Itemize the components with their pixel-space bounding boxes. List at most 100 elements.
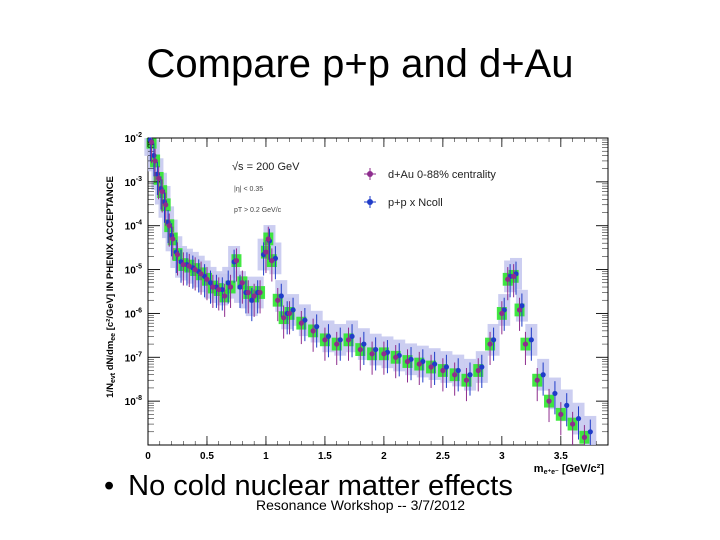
dau-point <box>452 372 458 378</box>
dau-point <box>204 276 210 282</box>
dau-point <box>558 411 564 417</box>
plot-border <box>147 137 609 446</box>
mass-spectrum-chart: 0 0.5 1 1.5 2 2.5 3 3.5 10-8 10-7 10-6 10-5 10-4 10-3… <box>105 132 609 476</box>
axis-ticks: 0 0.5 1 1.5 2 2.5 3 3.5 10-8 10-7 10-6 10-5 10-4 10-3… <box>125 132 609 462</box>
y-axis-label: 1/Nevt dN/dmee [c²/GeV] IN PHENIX ACCEPT… <box>105 176 117 398</box>
x-tick-label: 0 <box>145 451 151 462</box>
y-tick-label: 10-8 <box>125 395 142 408</box>
dau-point <box>170 236 176 242</box>
dau-point <box>192 266 198 273</box>
systematic-bands <box>144 138 597 445</box>
dau-point <box>263 249 269 255</box>
x-axis-label: me⁺e⁻ [GeV/c²] <box>534 463 605 476</box>
x-tick-label: 0.5 <box>200 451 214 462</box>
dau-point <box>463 377 470 383</box>
dau-point <box>322 337 328 343</box>
pp-point <box>151 152 157 159</box>
dau-point <box>233 258 240 264</box>
dau-point <box>152 158 158 164</box>
data-points <box>147 137 593 445</box>
pp-point <box>302 317 308 323</box>
dau-point <box>310 328 316 334</box>
annotation-sqrt-s: √s = 200 GeV <box>232 161 300 173</box>
y-tick-label: 10-6 <box>125 307 142 320</box>
pp-point <box>575 415 582 422</box>
dau-point <box>166 223 172 229</box>
dau-point <box>369 351 375 357</box>
pp-point <box>373 346 379 353</box>
dau-point <box>334 341 340 347</box>
x-tick-label: 2 <box>381 451 387 462</box>
dau-point <box>440 367 446 374</box>
pp-point <box>540 372 546 378</box>
y-tick-label: 10-7 <box>125 351 142 364</box>
y-tick-label: 10-3 <box>125 176 142 189</box>
dau-point <box>227 284 234 290</box>
dau-point <box>163 202 169 208</box>
legend: d+Au 0-88% centrality p+p x Ncoll <box>364 168 496 209</box>
pp-point <box>519 303 525 309</box>
dau-point <box>174 251 181 258</box>
dau-point <box>505 276 511 282</box>
dau-point <box>345 337 352 343</box>
x-tick-label: 3 <box>499 451 505 462</box>
bullet-marker: • <box>104 470 115 502</box>
pp-point <box>349 333 355 339</box>
dau-point <box>357 346 363 353</box>
pp-point <box>528 337 534 343</box>
plot-frame <box>147 137 609 446</box>
dau-point <box>222 293 228 299</box>
dau-point <box>404 358 411 365</box>
pp-point <box>249 297 255 303</box>
pp-point <box>207 280 214 286</box>
dau-point <box>216 286 222 293</box>
pp-point <box>278 293 284 299</box>
pp-point <box>467 372 473 378</box>
dau-point <box>275 297 281 303</box>
dau-point <box>210 284 216 290</box>
dau-point <box>534 377 540 383</box>
dau-point <box>516 307 523 313</box>
dau-point <box>581 434 588 440</box>
dau-point <box>570 421 576 427</box>
dau-point <box>239 280 245 286</box>
dau-point <box>428 364 434 370</box>
dau-point <box>180 261 186 268</box>
legend-label-dau: d+Au 0-88% centrality <box>388 169 496 181</box>
legend-marker-dau <box>367 171 373 177</box>
legend-label-pp: p+p x Ncoll <box>388 197 443 209</box>
annotation-eta-cut: |η| < 0.35 <box>234 186 263 193</box>
dau-point <box>198 271 204 277</box>
y-tick-label: 10-5 <box>125 264 142 277</box>
pp-point <box>432 361 438 367</box>
pp-point <box>361 341 367 347</box>
dau-point <box>257 289 263 296</box>
dau-point <box>281 315 287 321</box>
legend-marker-pp <box>367 199 373 205</box>
dau-point <box>245 289 251 296</box>
pp-point <box>490 337 497 343</box>
pp-point <box>314 324 320 330</box>
plot: 0 0.5 1 1.5 2 2.5 3 3.5 10-8 10-7 10-6 10-5 10-4 10-3… <box>100 130 620 480</box>
annotation-pt-cut: pT > 0.2 GeV/c <box>234 207 282 214</box>
bullet-point: • No cold nuclear matter effects <box>104 470 513 503</box>
pp-point <box>455 367 461 374</box>
x-tick-label: 1.5 <box>318 451 332 462</box>
x-tick-label: 1 <box>263 451 269 462</box>
dau-point <box>522 341 529 347</box>
pp-point <box>564 402 570 408</box>
dau-point <box>148 139 155 145</box>
pp-point <box>290 307 296 313</box>
dau-point <box>393 354 399 360</box>
dau-point <box>487 341 493 347</box>
dau-point <box>156 175 162 181</box>
bullet-text: No cold nuclear matter effects <box>128 470 513 502</box>
dau-point <box>416 361 422 367</box>
dau-point <box>511 273 517 279</box>
dau-point <box>159 188 165 195</box>
dau-point <box>475 367 481 374</box>
x-tick-label: 3.5 <box>554 451 568 462</box>
dau-point <box>286 310 293 317</box>
dau-point <box>265 236 271 242</box>
pp-point <box>479 364 485 370</box>
